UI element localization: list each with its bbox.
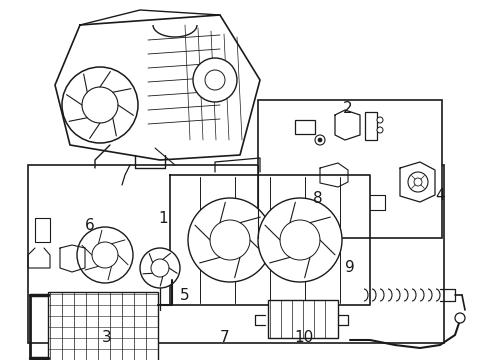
Circle shape — [209, 220, 249, 260]
Circle shape — [454, 313, 464, 323]
Circle shape — [140, 248, 180, 288]
Bar — [35, 218, 50, 242]
Text: 1: 1 — [158, 211, 167, 225]
Bar — [364, 112, 376, 140]
Bar — [28, 165, 443, 343]
Circle shape — [187, 198, 271, 282]
Circle shape — [376, 127, 382, 133]
Text: 10: 10 — [294, 330, 313, 346]
Circle shape — [376, 117, 382, 123]
Text: 3: 3 — [102, 330, 112, 346]
Circle shape — [204, 70, 224, 90]
Circle shape — [407, 172, 427, 192]
Text: 8: 8 — [312, 190, 322, 206]
Text: 9: 9 — [345, 261, 354, 275]
Text: 6: 6 — [85, 217, 95, 233]
Circle shape — [317, 138, 321, 142]
Circle shape — [77, 227, 133, 283]
Circle shape — [280, 220, 319, 260]
Bar — [267, 300, 337, 338]
Text: 7: 7 — [220, 330, 229, 346]
Text: 4: 4 — [434, 188, 444, 202]
Bar — [294, 120, 314, 134]
Circle shape — [92, 242, 118, 268]
Circle shape — [62, 67, 138, 143]
Bar — [48, 292, 158, 360]
Circle shape — [82, 87, 118, 123]
Circle shape — [258, 198, 341, 282]
Text: 2: 2 — [343, 100, 352, 116]
Bar — [258, 100, 441, 238]
Circle shape — [151, 259, 169, 277]
Text: 5: 5 — [180, 288, 189, 303]
Circle shape — [413, 178, 421, 186]
Circle shape — [193, 58, 237, 102]
